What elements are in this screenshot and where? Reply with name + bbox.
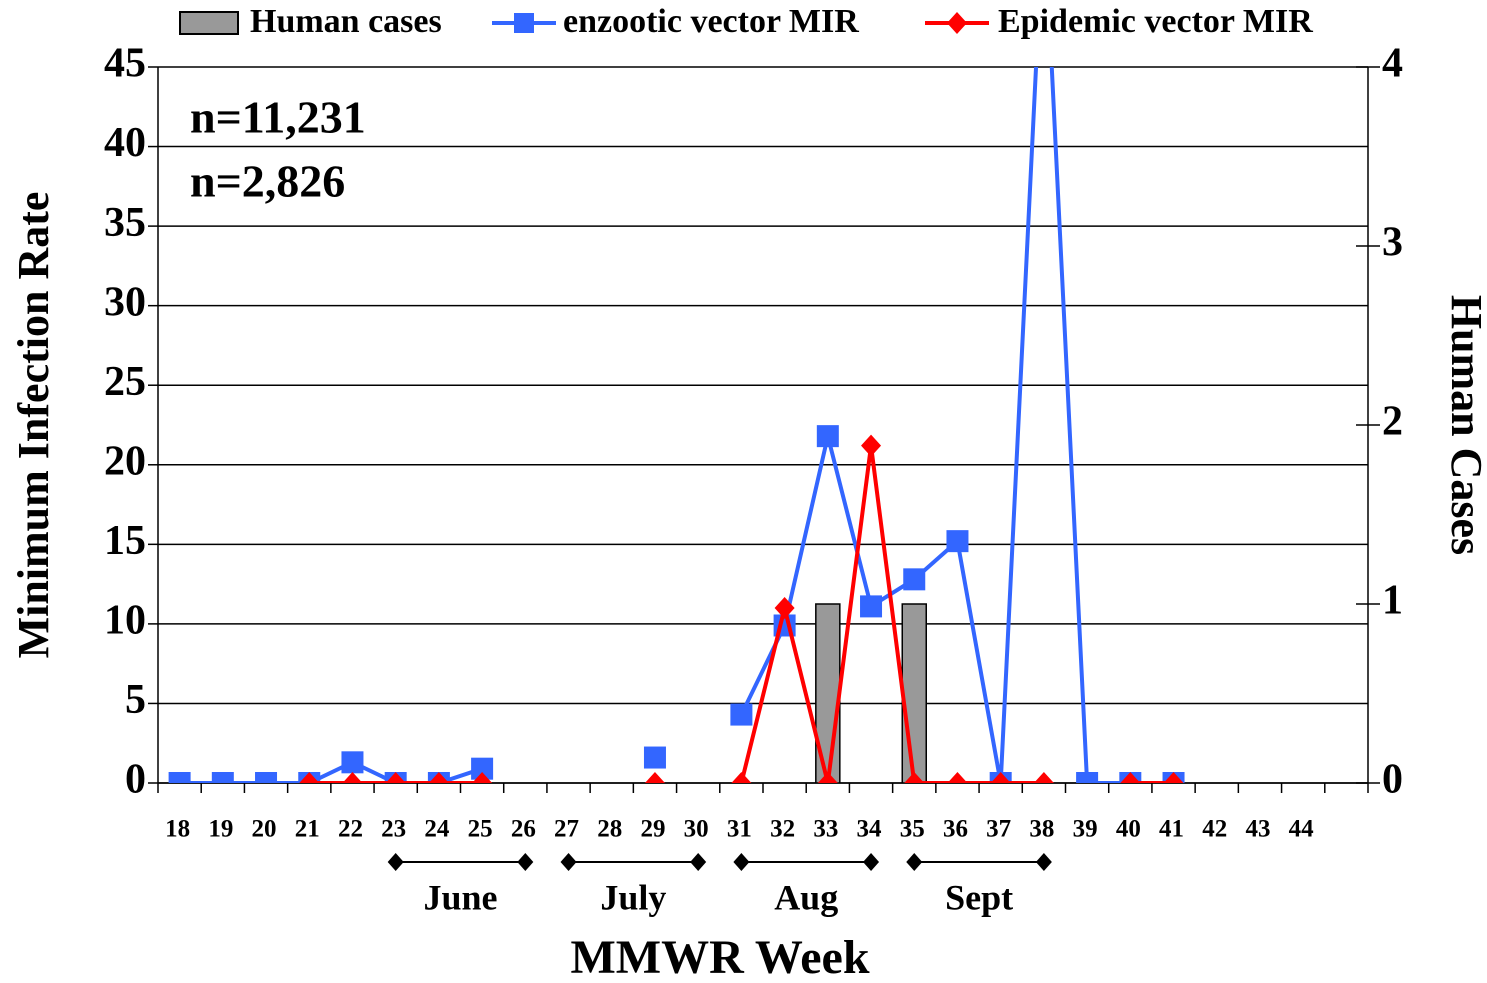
marker: [990, 772, 1011, 783]
x-tick-label: 30: [684, 816, 709, 843]
y-tick-label: 5: [125, 677, 146, 723]
legend-label: Human cases: [250, 3, 442, 40]
line: [309, 445, 1174, 783]
y-tick-label: 0: [125, 757, 146, 803]
y-tick-label: 45: [104, 41, 146, 87]
marker: [816, 425, 839, 448]
marker: [1033, 772, 1054, 783]
x-tick-label: 44: [1289, 816, 1315, 843]
marker: [644, 772, 665, 783]
x-tick-label: 27: [554, 816, 579, 843]
y-tick-label: 15: [104, 518, 146, 564]
marker: [861, 434, 882, 457]
x-tick-label: 20: [252, 816, 277, 843]
marker: [1120, 772, 1141, 783]
x-tick-label: 40: [1116, 816, 1141, 843]
marker: [342, 772, 363, 783]
marker: [428, 772, 449, 783]
marker: [255, 772, 278, 783]
period-end: [517, 853, 534, 871]
y2-axis-title: Human Cases: [1442, 295, 1487, 555]
y-axis-title: Minimum Infection Rate: [9, 192, 58, 659]
marker: [904, 772, 925, 783]
y-tick-label: 35: [104, 200, 146, 246]
marker: [341, 751, 364, 774]
legend-swatch: [179, 11, 239, 35]
y-tick-label: 30: [104, 279, 146, 325]
x-tick-label: 19: [208, 816, 233, 843]
legend-label: enzootic vector MIR: [563, 3, 859, 40]
period-end: [906, 853, 923, 871]
period-label: Aug: [774, 877, 838, 917]
y-tick-label: 10: [104, 598, 146, 644]
period-end: [560, 853, 577, 871]
x-tick-label: 34: [857, 816, 883, 843]
bar: [901, 603, 927, 783]
y2-tick-label: 3: [1382, 220, 1403, 266]
y2-tick-label: 4: [1382, 41, 1403, 87]
marker: [211, 772, 234, 783]
x-tick-label: 33: [813, 816, 838, 843]
period-end: [690, 853, 707, 871]
period-label: June: [423, 877, 497, 917]
marker: [730, 703, 753, 726]
y2-tick-label: 2: [1382, 399, 1403, 445]
y2-tick-label: 0: [1382, 757, 1403, 803]
x-tick-label: 31: [727, 816, 752, 843]
x-tick-label: 23: [381, 816, 406, 843]
x-tick-label: 38: [1029, 816, 1054, 843]
plot-area: [168, 67, 1185, 783]
marker: [471, 757, 494, 780]
x-tick-label: 24: [424, 816, 450, 843]
annotation: n=11,231: [190, 92, 366, 143]
legend-marker: [514, 13, 534, 33]
marker: [299, 772, 320, 783]
marker: [946, 530, 969, 553]
x-tick-label: 41: [1159, 816, 1184, 843]
x-tick-label: 25: [468, 816, 493, 843]
y-tick-label: 20: [104, 438, 146, 484]
x-tick-label: 36: [943, 816, 968, 843]
period-end: [1035, 853, 1052, 871]
x-tick-label: 43: [1245, 816, 1270, 843]
period-end: [733, 853, 750, 871]
marker: [731, 772, 752, 783]
marker: [1163, 772, 1184, 783]
x-tick-label: 26: [511, 816, 536, 843]
marker: [1076, 772, 1099, 783]
marker: [472, 772, 493, 783]
x-tick-label: 37: [986, 816, 1011, 843]
x-tick-label: 29: [640, 816, 665, 843]
y-tick-label: 25: [104, 359, 146, 405]
marker: [168, 772, 191, 783]
period-end: [387, 853, 404, 871]
x-tick-label: 21: [295, 816, 320, 843]
marker: [643, 746, 666, 769]
marker: [817, 772, 838, 783]
x-axis-title: MMWR Week: [570, 931, 869, 983]
marker: [774, 596, 795, 619]
annotation: n=2,826: [190, 156, 345, 207]
period-label: July: [600, 877, 666, 917]
x-tick-label: 42: [1202, 816, 1227, 843]
x-tick-label: 28: [597, 816, 622, 843]
legend-label: Epidemic vector MIR: [998, 3, 1313, 40]
marker: [860, 595, 883, 618]
legend-marker: [947, 12, 967, 34]
x-tick-label: 18: [165, 816, 190, 843]
y-tick-label: 40: [104, 120, 146, 166]
marker: [903, 568, 926, 591]
y2-tick-label: 1: [1382, 578, 1403, 624]
x-tick-label: 32: [770, 816, 795, 843]
x-tick-label: 39: [1073, 816, 1098, 843]
marker: [947, 772, 968, 783]
marker: [385, 772, 406, 783]
x-tick-label: 22: [338, 816, 363, 843]
period-label: Sept: [945, 877, 1013, 917]
period-end: [863, 853, 880, 871]
x-tick-label: 35: [900, 816, 925, 843]
